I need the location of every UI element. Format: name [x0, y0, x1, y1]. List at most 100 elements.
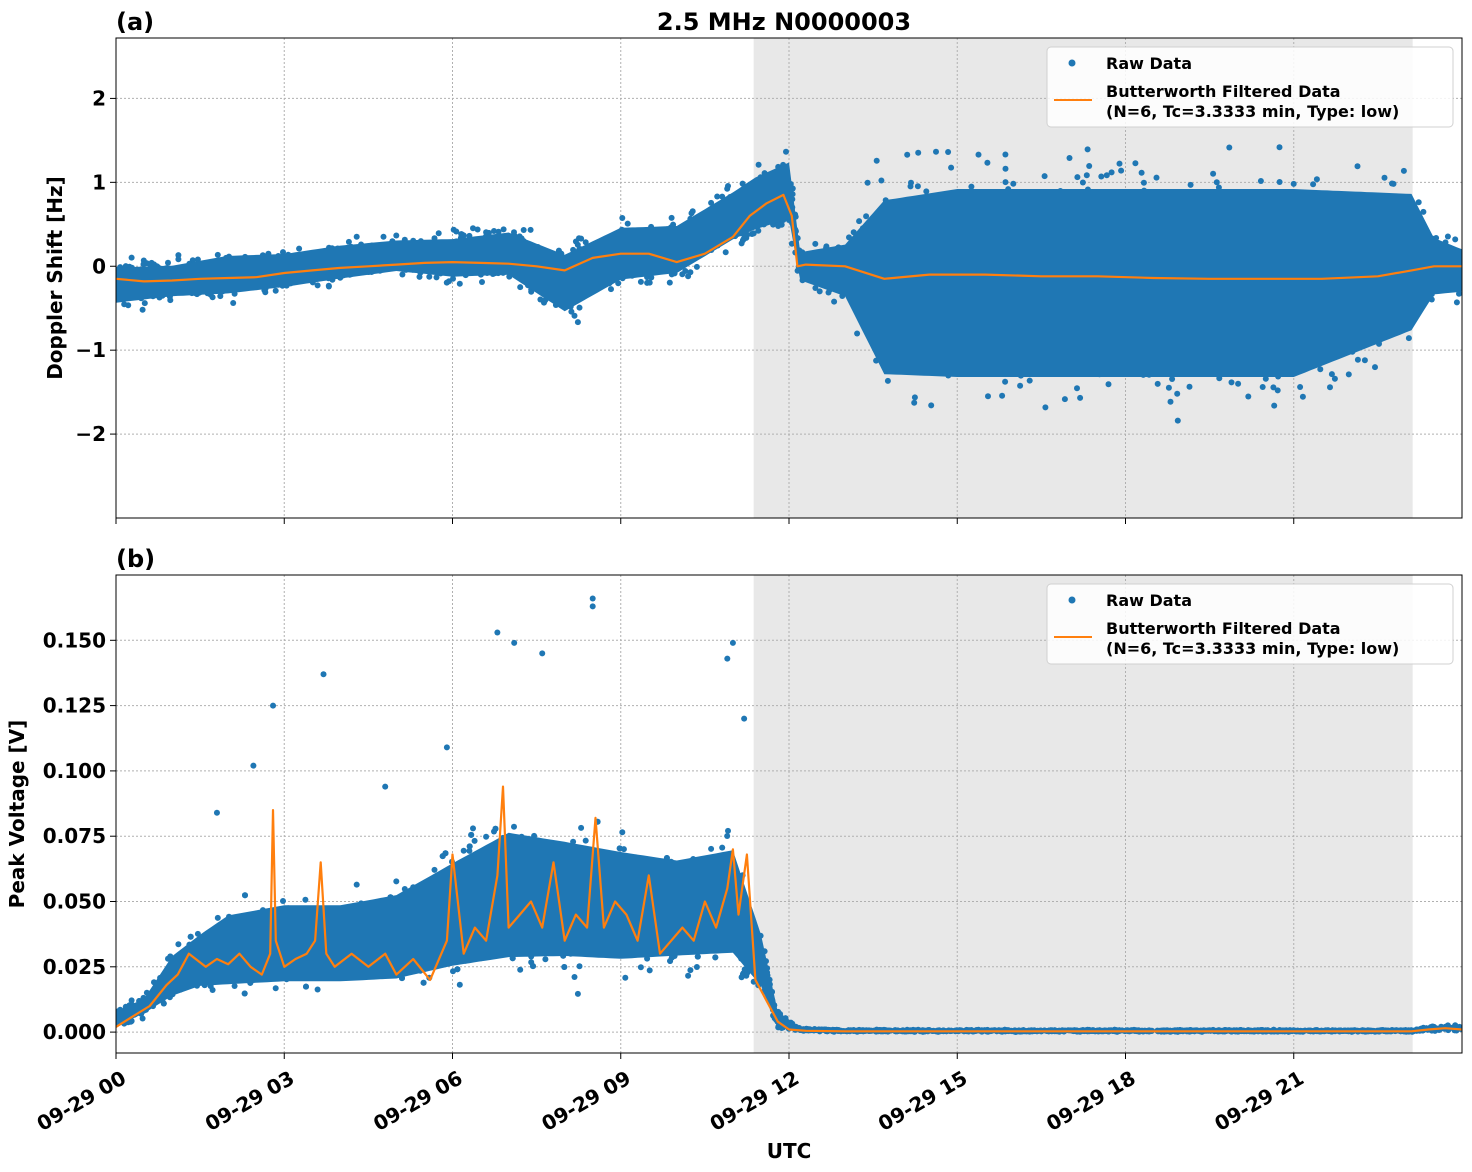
raw-point [1026, 377, 1033, 384]
raw-point [1154, 380, 1161, 387]
raw-point [582, 239, 589, 246]
raw-point [608, 286, 614, 293]
raw-point [121, 301, 128, 308]
raw-data-points-a [116, 144, 1462, 424]
raw-point [1002, 378, 1009, 385]
raw-point [693, 263, 700, 270]
raw-point [456, 280, 463, 287]
raw-point [470, 225, 476, 232]
raw-point [495, 228, 502, 235]
raw-point [911, 399, 918, 406]
raw-point [1187, 181, 1194, 188]
y-axis-label-a: Doppler Shift [Hz] [43, 176, 67, 380]
raw-point [500, 226, 507, 233]
raw-point [272, 985, 279, 992]
raw-point [1400, 167, 1407, 174]
raw-point [1310, 181, 1317, 188]
raw-point [1140, 179, 1147, 186]
raw-point [353, 233, 360, 240]
raw-point [272, 287, 279, 294]
raw-point [470, 825, 476, 832]
raw-point [561, 964, 568, 970]
raw-point [353, 881, 360, 888]
raw-point [214, 914, 221, 921]
y-tick-label-a-3: −1 [75, 338, 106, 362]
raw-point [209, 987, 216, 993]
raw-point [708, 199, 715, 206]
raw-point [622, 974, 629, 981]
raw-point [1270, 384, 1277, 391]
raw-point [985, 393, 991, 400]
raw-point [688, 210, 695, 217]
raw-point [537, 296, 544, 303]
raw-point [668, 214, 675, 221]
raw-point [175, 256, 182, 263]
raw-point [679, 271, 686, 278]
raw-point [666, 279, 673, 286]
raw-point [443, 279, 450, 286]
raw-point [687, 967, 694, 974]
legend-box-a [1046, 46, 1454, 128]
raw-point [1083, 172, 1090, 179]
raw-point [724, 185, 731, 192]
legend-a: Raw Data Butterworth Filtered Data (N=6,… [1046, 46, 1454, 128]
legend-raw-marker-a [1068, 59, 1076, 67]
raw-point [175, 252, 182, 259]
raw-point [420, 979, 427, 986]
raw-point [139, 1015, 146, 1022]
raw-point [1186, 383, 1193, 390]
raw-point [165, 259, 171, 266]
raw-point [1098, 173, 1105, 180]
raw-point [1274, 387, 1281, 394]
raw-point [426, 273, 433, 280]
raw-point [1453, 299, 1460, 306]
raw-point [303, 983, 309, 990]
raw-point [1354, 356, 1361, 363]
raw-point [1290, 180, 1297, 187]
raw-point [517, 966, 524, 973]
raw-point [1105, 381, 1112, 388]
legend-filtered-label-a: Butterworth Filtered Data [1106, 82, 1341, 101]
raw-point [738, 240, 745, 247]
raw-point [530, 963, 536, 970]
raw-point [975, 151, 982, 158]
raw-point [479, 279, 485, 285]
raw-point [393, 232, 400, 239]
raw-point [1257, 178, 1264, 184]
raw-point [1317, 366, 1324, 373]
raw-point [302, 896, 309, 903]
raw-point [582, 837, 589, 844]
raw-point [945, 149, 952, 155]
raw-point [812, 285, 819, 291]
raw-point [1132, 160, 1139, 167]
figure-title: 2.5 MHz N0000003 [657, 8, 911, 36]
raw-point [685, 972, 692, 979]
raw-point [831, 298, 838, 305]
raw-point [725, 827, 731, 834]
raw-point [984, 159, 991, 166]
raw-point [431, 866, 438, 873]
legend-raw-label-a: Raw Data [1106, 54, 1192, 73]
raw-point [578, 824, 585, 831]
raw-point [1061, 396, 1068, 403]
raw-point [923, 188, 930, 195]
raw-point [1331, 375, 1338, 382]
raw-point [520, 227, 527, 233]
raw-point [1276, 179, 1283, 185]
raw-point [1381, 174, 1388, 181]
raw-point [1361, 357, 1368, 364]
raw-point [724, 833, 731, 839]
raw-point [468, 831, 475, 838]
raw-point [1210, 170, 1217, 177]
panel-a-label: (a) [116, 8, 154, 36]
raw-point [812, 240, 819, 247]
raw-point [214, 251, 221, 258]
y-tick-label-a-1: 1 [92, 170, 106, 194]
raw-point [864, 179, 871, 186]
raw-point [568, 308, 575, 315]
raw-point [1276, 144, 1283, 151]
raw-point [393, 878, 400, 885]
raw-point [1118, 167, 1125, 174]
raw-point [1345, 371, 1352, 378]
raw-point [474, 226, 481, 233]
